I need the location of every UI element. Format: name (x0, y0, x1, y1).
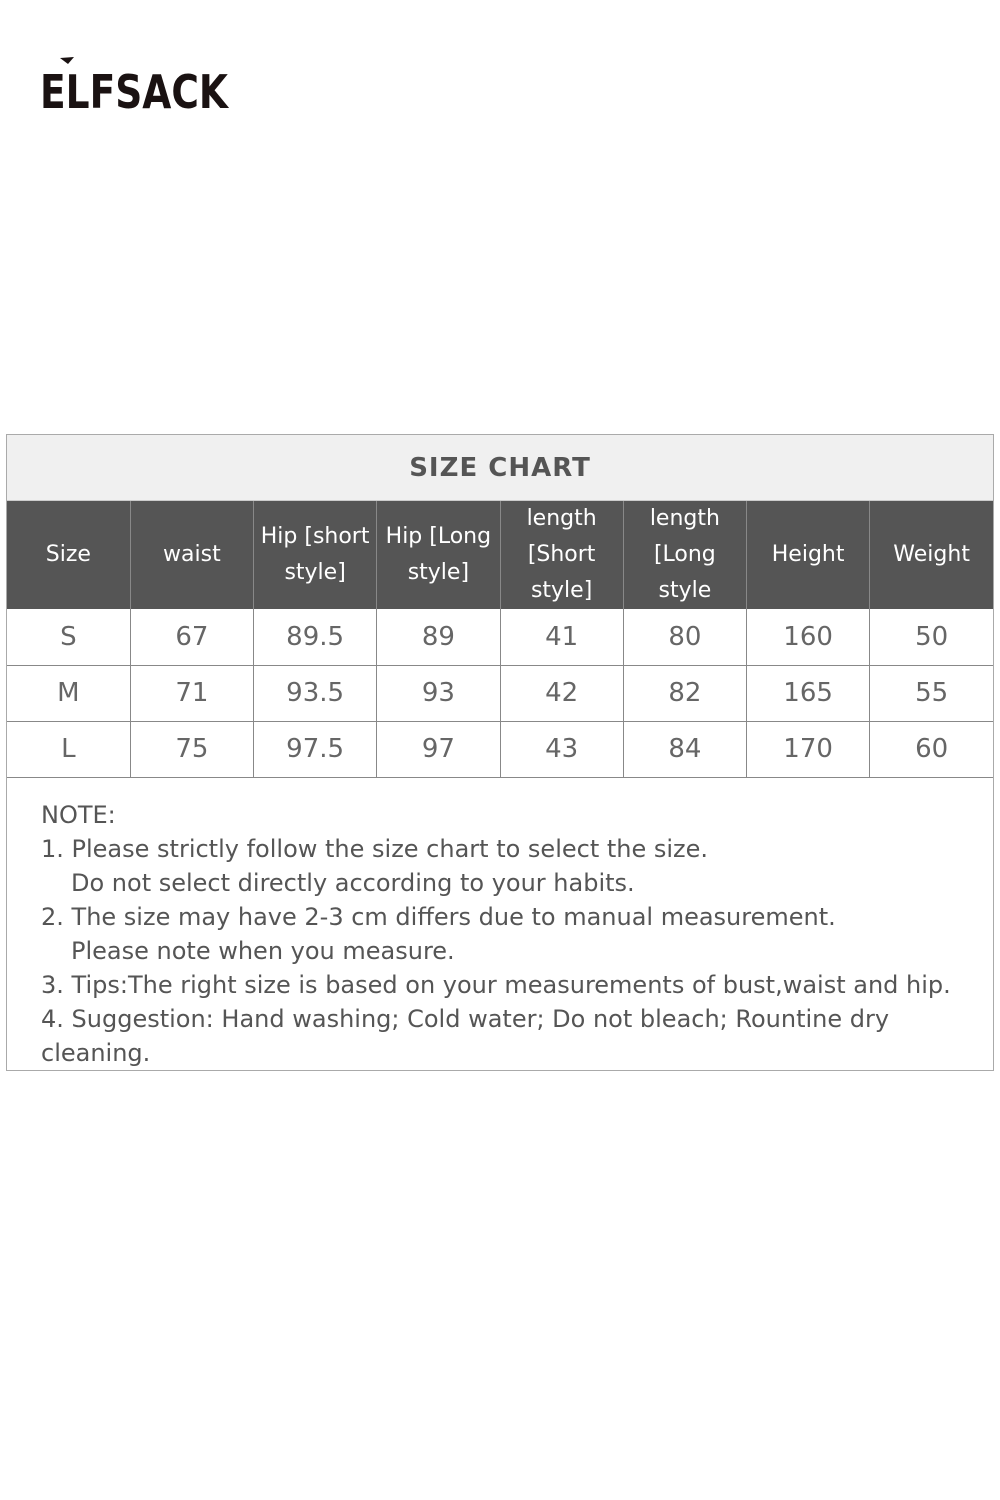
table-cell: 93 (376, 665, 501, 722)
brand-logo: ELFSACK (40, 57, 230, 115)
table-cell: 42 (500, 665, 624, 722)
table-cell: 165 (746, 665, 871, 722)
table-cell: M (7, 665, 131, 722)
table-cell: 84 (623, 721, 748, 778)
note-section: NOTE: 1. Please strictly follow the size… (7, 778, 993, 1071)
svg-text:ELFSACK: ELFSACK (40, 65, 230, 115)
column-header: Height (746, 501, 871, 609)
table-cell: 82 (623, 665, 748, 722)
table-cell: 67 (130, 609, 255, 666)
table-cell: 55 (869, 665, 993, 722)
table-cell: 170 (746, 721, 871, 778)
table-cell: 80 (623, 609, 748, 666)
column-header: Hip [short style] (253, 501, 378, 609)
table-cell: 50 (869, 609, 993, 666)
table-cell: 43 (500, 721, 624, 778)
table-cell: 41 (500, 609, 624, 666)
size-chart-title: SIZE CHART (7, 435, 993, 501)
note-line: 1. Please strictly follow the size chart… (41, 834, 709, 863)
table-cell: 93.5 (253, 665, 378, 722)
table-cell: 97 (376, 721, 501, 778)
column-header: Size (7, 501, 131, 609)
note-line: 4. Suggestion: Hand washing; Cold water;… (41, 1004, 890, 1067)
column-header: length [Long style (623, 501, 748, 609)
table-cell: 60 (869, 721, 993, 778)
table-cell: 71 (130, 665, 255, 722)
note-line: Please note when you measure. (71, 936, 455, 965)
column-header: Weight (869, 501, 993, 609)
column-header: length [Short style] (500, 501, 624, 609)
note-line: 2. The size may have 2-3 cm differs due … (41, 902, 836, 931)
table-cell: 97.5 (253, 721, 378, 778)
table-cell: L (7, 721, 131, 778)
column-header: waist (130, 501, 255, 609)
table-row: L 75 97.5 97 43 84 170 60 (7, 721, 993, 778)
size-table: Size waist Hip [short style] Hip [Long styl… (7, 501, 993, 778)
table-cell: 160 (746, 609, 871, 666)
table-row: M 71 93.5 93 42 82 165 55 (7, 665, 993, 722)
table-cell: 75 (130, 721, 255, 778)
column-header: Hip [Long style] (376, 501, 501, 609)
note-line: 3. Tips:The right size is based on your … (41, 970, 951, 999)
note-line: Do not select directly according to your… (71, 868, 635, 897)
size-chart: SIZE CHART Size waist Hip [short style] Hip… (6, 434, 994, 1071)
note-heading: NOTE: (41, 800, 116, 829)
table-row: S 67 89.5 89 41 80 160 50 (7, 609, 993, 666)
table-cell: S (7, 609, 131, 666)
table-cell: 89 (376, 609, 501, 666)
table-cell: 89.5 (253, 609, 378, 666)
